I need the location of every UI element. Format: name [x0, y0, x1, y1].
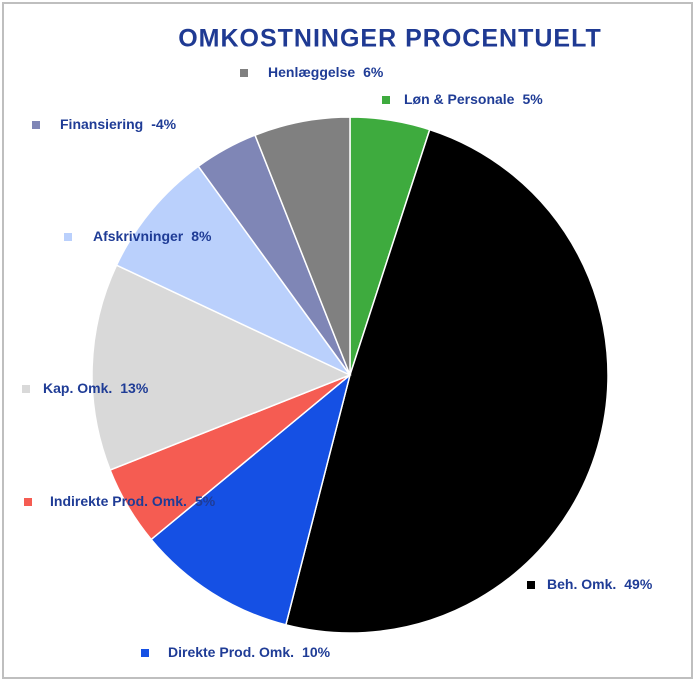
value-label: 13% — [120, 380, 149, 396]
pie-slice — [150, 372, 352, 626]
value-label: 5% — [522, 91, 543, 107]
value-label: 6% — [363, 64, 384, 80]
category-label: Kap. Omk. — [43, 380, 112, 396]
category-label: Finansiering — [60, 116, 143, 132]
legend-swatch — [24, 498, 32, 506]
pie-slice — [115, 165, 351, 376]
data-label: Beh. Omk. 49% — [547, 576, 653, 592]
category-label: Direkte Prod. Omk. — [168, 644, 294, 660]
category-label: Henlæggelse — [268, 64, 355, 80]
value-label: 10% — [302, 644, 331, 660]
data-label: Løn & Personale 5% — [404, 91, 543, 107]
legend-swatch — [32, 121, 40, 129]
legend-swatch — [240, 69, 248, 77]
value-label: 5% — [195, 493, 216, 509]
category-label: Indirekte Prod. Omk. — [50, 493, 187, 509]
pie-slice — [254, 116, 351, 376]
data-label: Finansiering -4% — [60, 116, 177, 132]
legend-swatch — [527, 581, 535, 589]
pie-slice — [284, 128, 609, 634]
chart-title: OMKOSTNINGER PROCENTUELT — [178, 25, 602, 53]
data-label: Indirekte Prod. Omk. 5% — [50, 493, 216, 509]
legend-swatch — [141, 649, 149, 657]
data-label: Henlæggelse 6% — [268, 64, 384, 80]
legend-swatch — [382, 96, 390, 104]
category-label: Beh. Omk. — [547, 576, 616, 592]
category-label: Løn & Personale — [404, 91, 515, 107]
legend-swatch — [64, 233, 72, 241]
category-label: Afskrivninger — [93, 228, 184, 244]
value-label: -4% — [151, 116, 176, 132]
data-label: Direkte Prod. Omk. 10% — [168, 644, 331, 660]
value-label: 49% — [624, 576, 653, 592]
value-label: 8% — [191, 228, 212, 244]
data-label: Kap. Omk. 13% — [43, 380, 149, 396]
legend-swatch — [22, 385, 30, 393]
pie-slice — [91, 264, 352, 471]
data-label: Afskrivninger 8% — [93, 228, 212, 244]
